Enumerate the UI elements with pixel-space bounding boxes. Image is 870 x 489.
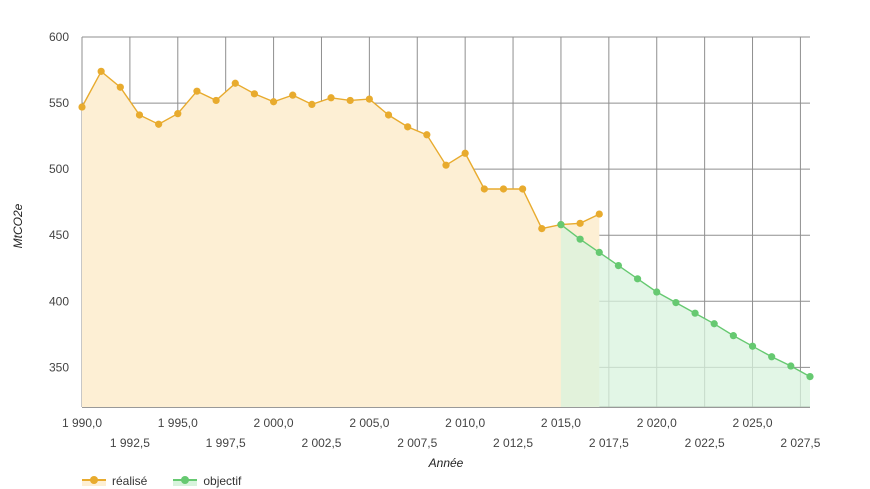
x-tick-label: 2 027,5 (780, 436, 820, 450)
legend-label-objectif: objectif (203, 474, 242, 488)
data-point-realise (499, 185, 508, 193)
line-realise (81, 70, 600, 230)
x-tick-label: 2 007,5 (397, 436, 437, 450)
data-point-realise (155, 120, 163, 128)
data-point-objectif (729, 332, 737, 340)
data-point-objectif (653, 288, 661, 296)
data-point-realise (595, 210, 603, 218)
data-point-realise (480, 185, 488, 193)
y-tick-label: 600 (49, 30, 69, 44)
data-point-objectif (768, 353, 776, 361)
data-point-realise (327, 94, 335, 102)
data-point-realise (193, 87, 201, 95)
data-point-realise (174, 110, 182, 118)
data-point-realise (519, 185, 527, 193)
legend-label-realise: réalisé (112, 474, 148, 488)
data-point-realise (289, 91, 297, 99)
chart-canvas: 600 550 500 450 400 350 1 990,0 1 995,0 2 000,0… (11, 30, 821, 470)
x-axis-title: Année (428, 456, 464, 470)
data-point-objectif (672, 299, 680, 307)
data-point-realise (442, 161, 450, 169)
data-point-realise (78, 103, 86, 111)
data-point-realise (404, 123, 412, 131)
data-point-realise (269, 98, 278, 106)
x-tick-label: 2 010,0 (445, 416, 485, 430)
area-realise (82, 71, 600, 408)
x-tick-label: 2 022,5 (685, 436, 725, 450)
x-tick-label: 1 997,5 (206, 436, 246, 450)
y-tick-label: 350 (49, 360, 69, 374)
data-point-objectif (576, 235, 584, 243)
x-tick-label: 2 005,0 (349, 416, 389, 430)
data-point-realise (423, 131, 431, 139)
x-tick-label: 2 015,0 (541, 416, 581, 430)
area-objectif (560, 224, 810, 407)
y-axis-title: MtCO2e (11, 203, 25, 248)
data-point-objectif (691, 309, 699, 317)
data-point-objectif (557, 221, 565, 229)
x-tick-label: 2 000,0 (254, 416, 294, 430)
data-point-realise (212, 96, 220, 105)
data-point-realise (308, 100, 316, 108)
x-tick-label: 1 992,5 (110, 436, 150, 450)
legend-item-objectif[interactable]: objectif (173, 474, 241, 488)
data-point-realise (384, 111, 393, 119)
data-point-realise (135, 111, 144, 119)
data-point-objectif (710, 320, 718, 328)
series-areas (82, 71, 810, 408)
line-objectif (560, 224, 811, 378)
legend-item-realise[interactable]: réalisé (82, 474, 147, 488)
data-point-realise (346, 96, 354, 105)
data-point-objectif (748, 342, 757, 350)
x-tick-label: 1 995,0 (158, 416, 198, 430)
data-point-realise (116, 83, 124, 91)
series-points (78, 67, 814, 381)
x-tick-label: 2 020,0 (637, 416, 677, 430)
y-tick-label: 400 (49, 294, 69, 308)
x-tick-label: 2 025,0 (733, 416, 773, 430)
x-tick-label: 1 990,0 (62, 416, 102, 430)
legend-swatch-objectif (173, 476, 198, 486)
data-point-realise (576, 219, 584, 227)
data-point-objectif (595, 248, 603, 256)
data-point-realise (461, 149, 469, 157)
x-tick-label: 2 012,5 (493, 436, 533, 450)
x-tick-label: 2 002,5 (301, 436, 341, 450)
y-tick-label: 550 (49, 96, 69, 110)
data-point-realise (250, 90, 259, 98)
data-point-realise (97, 67, 105, 75)
data-point-realise (538, 225, 546, 233)
x-tick-label: 2 017,5 (589, 436, 629, 450)
y-tick-label: 500 (49, 162, 69, 176)
data-point-objectif (806, 373, 814, 381)
legend: réalisé objectif (82, 474, 241, 488)
legend-swatch-realise (82, 476, 106, 486)
y-tick-label: 450 (49, 228, 69, 242)
y-tick-labels: 600 550 500 450 400 350 (49, 30, 69, 374)
data-point-realise (365, 95, 373, 103)
x-tick-labels: 1 990,0 1 995,0 2 000,0 2 005,0 2 010,0 2 015… (62, 416, 821, 450)
data-point-realise (231, 79, 239, 87)
data-point-objectif (787, 362, 795, 370)
data-point-objectif (614, 262, 623, 270)
data-point-objectif (633, 275, 642, 283)
series-lines (81, 70, 811, 378)
